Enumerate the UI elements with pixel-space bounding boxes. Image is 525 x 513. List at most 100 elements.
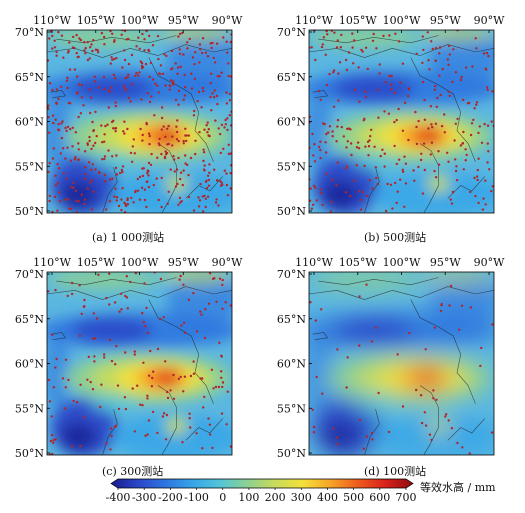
station-point: [438, 52, 441, 55]
station-point: [141, 32, 144, 36]
station-point: [160, 176, 163, 180]
station-point: [205, 179, 208, 182]
station-point: [421, 192, 425, 195]
station-point: [108, 303, 111, 306]
station-point: [138, 47, 141, 50]
station-point: [77, 148, 81, 151]
station-point: [187, 134, 190, 137]
lat-tick-label: 50°N: [15, 205, 44, 218]
station-point: [461, 142, 464, 145]
coastline-pd-2: [410, 299, 476, 404]
station-point: [114, 130, 117, 133]
station-point: [90, 147, 93, 151]
station-point: [346, 140, 349, 143]
station-point: [181, 183, 184, 187]
station-point: [134, 190, 137, 194]
station-point: [203, 128, 206, 131]
map-panel-b: 110°W 105°W 100°W 95°W 90°W 70°N 65°N 60°N 55°N 5…: [262, 0, 524, 250]
station-point: [79, 112, 83, 115]
station-point: [468, 452, 471, 455]
station-point: [105, 442, 108, 445]
station-point: [108, 200, 112, 203]
station-point: [351, 46, 354, 49]
station-point: [61, 120, 64, 123]
station-point: [86, 378, 89, 381]
station-point: [207, 302, 211, 305]
station-point: [54, 174, 57, 177]
station-point: [51, 34, 54, 38]
station-point: [178, 32, 182, 36]
coastline-pd-4: [312, 332, 329, 340]
station-point: [113, 127, 117, 130]
station-point: [123, 87, 127, 90]
station-point: [48, 161, 51, 165]
station-point: [90, 43, 93, 46]
station-point: [366, 140, 370, 143]
station-point: [218, 132, 222, 136]
station-point: [171, 135, 174, 138]
station-point: [152, 78, 155, 81]
station-point: [370, 340, 374, 343]
station-point: [49, 439, 53, 443]
station-point: [143, 188, 147, 191]
station-point: [179, 201, 182, 204]
lat-tick-label: 50°N: [15, 447, 44, 460]
station-point: [429, 153, 432, 156]
station-point: [464, 159, 467, 162]
station-point: [208, 134, 211, 138]
station-point: [208, 272, 212, 275]
station-point: [84, 52, 87, 55]
station-point: [430, 438, 433, 442]
station-point: [364, 145, 367, 148]
station-point: [200, 106, 203, 109]
station-point: [368, 139, 371, 142]
station-point: [151, 376, 154, 380]
colorbar-tick-label: 400: [317, 491, 338, 504]
station-point: [55, 357, 58, 361]
station-point: [193, 62, 196, 66]
station-point: [138, 71, 141, 74]
station-point: [338, 61, 342, 64]
station-point: [50, 433, 54, 437]
station-point: [450, 427, 454, 430]
station-point: [225, 91, 228, 94]
station-point: [64, 198, 68, 201]
station-point: [197, 90, 201, 94]
station-point: [404, 182, 408, 185]
station-point: [203, 336, 207, 340]
station-point: [62, 172, 66, 175]
station-point: [447, 160, 450, 163]
station-point: [210, 46, 213, 50]
colorbar-tick-label: -300: [132, 491, 157, 504]
station-point: [197, 205, 201, 208]
station-point: [56, 162, 59, 166]
station-point: [144, 434, 147, 437]
station-point: [218, 341, 221, 344]
station-point: [188, 37, 191, 41]
station-point: [66, 86, 69, 90]
station-point: [199, 48, 202, 51]
station-point: [199, 182, 202, 186]
station-point: [112, 73, 116, 77]
station-point: [360, 198, 363, 202]
station-point: [141, 167, 144, 170]
station-point: [397, 107, 400, 111]
station-point: [75, 401, 79, 404]
station-point: [88, 135, 91, 139]
station-point: [203, 395, 206, 399]
station-point: [311, 408, 314, 411]
station-point: [209, 81, 212, 85]
station-point: [184, 154, 187, 157]
station-point: [344, 191, 348, 194]
station-point: [475, 101, 479, 104]
station-point: [150, 152, 153, 156]
station-point: [321, 392, 324, 395]
lon-tick-label: 100°W: [121, 256, 159, 269]
station-point: [61, 377, 65, 380]
station-point: [120, 168, 124, 172]
station-point: [135, 45, 138, 48]
station-point: [126, 127, 129, 131]
lon-tick-label: 105°W: [339, 14, 377, 27]
station-point: [393, 181, 397, 185]
station-point: [97, 171, 101, 174]
